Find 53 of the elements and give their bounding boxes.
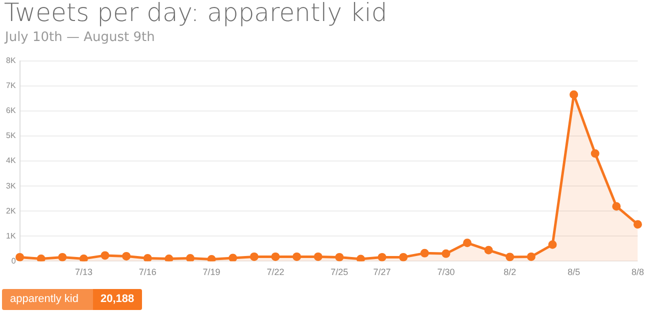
point (250, 252, 258, 261)
y-tick-label: 8K (6, 56, 16, 66)
point (335, 252, 344, 262)
point (570, 90, 578, 99)
point (143, 254, 152, 262)
point (207, 254, 216, 262)
point (612, 202, 621, 211)
x-tick-label: 7/19 (202, 267, 220, 278)
point (633, 220, 642, 229)
point (164, 254, 174, 262)
x-tick-label: 7/27 (373, 267, 391, 278)
point (356, 254, 365, 262)
point (228, 254, 238, 262)
point (292, 252, 302, 261)
point (442, 249, 450, 258)
x-tick-label: 8/5 (568, 267, 580, 278)
point (484, 246, 493, 254)
point (590, 149, 600, 158)
point (122, 252, 131, 260)
x-tick-label: 7/30 (437, 267, 455, 278)
y-tick-label: 1K (6, 231, 16, 240)
x-tick-label: 7/25 (330, 267, 348, 278)
x-tick-label: 8/8 (631, 267, 644, 278)
x-tick-label: 7/22 (266, 267, 284, 278)
y-tick-label: 7K (6, 81, 16, 90)
y-tick-label: 0 (11, 256, 16, 266)
point (506, 252, 514, 262)
point (314, 252, 322, 261)
chart-title: Tweets per day: apparently kid (4, 0, 388, 27)
y-tick-label: 5K (6, 131, 16, 140)
y-tick-label: 4K (6, 156, 16, 166)
point (58, 252, 67, 262)
y-tick-label: 2K (6, 206, 16, 216)
point (271, 252, 280, 261)
chart-subtitle: July 10th — August 9th (5, 30, 155, 45)
x-tick-label: 8/2 (504, 267, 516, 278)
y-tick-label: 3K (6, 181, 16, 190)
point (399, 252, 408, 262)
point (100, 251, 110, 260)
point (36, 254, 46, 262)
point (186, 254, 195, 262)
point (16, 252, 24, 262)
y-tick-label: 6K (6, 106, 16, 116)
x-tick-label: 7/16 (138, 267, 156, 278)
legend-label: apparently kid (2, 289, 92, 310)
point (378, 252, 386, 262)
point (420, 248, 429, 258)
x-tick-label: 7/13 (74, 267, 92, 278)
point (548, 240, 557, 249)
point (79, 254, 88, 262)
text: 20,188 (92, 289, 142, 310)
point (526, 252, 536, 261)
point (463, 238, 472, 248)
